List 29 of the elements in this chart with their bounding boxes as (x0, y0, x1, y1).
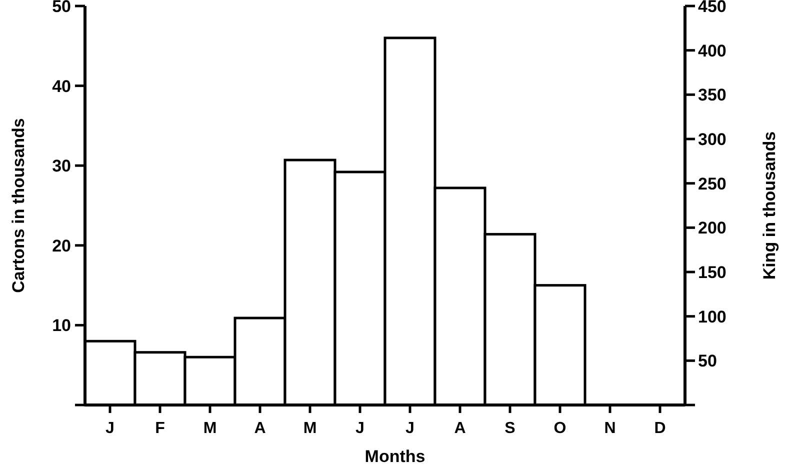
y-tick-label: 50 (52, 0, 71, 16)
y-tick-label: 20 (52, 236, 71, 256)
y2-tick-label: 150 (698, 262, 726, 282)
x-tick-label: J (356, 420, 364, 437)
y2-axis-title: King in thousands (760, 131, 779, 280)
y2-tick-label: 300 (698, 130, 726, 149)
x-tick-label: S (504, 420, 516, 437)
x-tick-label: A (454, 420, 466, 437)
x-tick-label: M (303, 420, 317, 437)
x-tick-label: N (604, 420, 616, 437)
x-axis-title: Months (364, 447, 426, 466)
x-tick-label: A (254, 420, 266, 437)
x-tick-label: M (203, 420, 217, 437)
x-tick-label: J (106, 420, 114, 437)
y2-tick-label: 350 (698, 86, 726, 105)
y-axis-title: Cartons in thousands (9, 118, 28, 293)
x-tick-label: D (654, 420, 666, 437)
y-tick-label: 40 (52, 76, 71, 96)
x-tick-label: O (554, 420, 566, 437)
y-tick-label: 10 (52, 316, 71, 336)
y-tick-label: 30 (52, 156, 71, 176)
x-tick-label: J (406, 420, 414, 437)
y2-tick-label: 200 (698, 218, 726, 238)
y2-tick-label: 400 (698, 41, 726, 60)
y2-tick-label: 250 (698, 174, 726, 194)
y2-tick-label: 450 (698, 0, 726, 16)
y2-tick-label: 100 (698, 307, 726, 326)
x-tick-label: F (155, 420, 166, 437)
y2-tick-label: 50 (698, 352, 717, 371)
